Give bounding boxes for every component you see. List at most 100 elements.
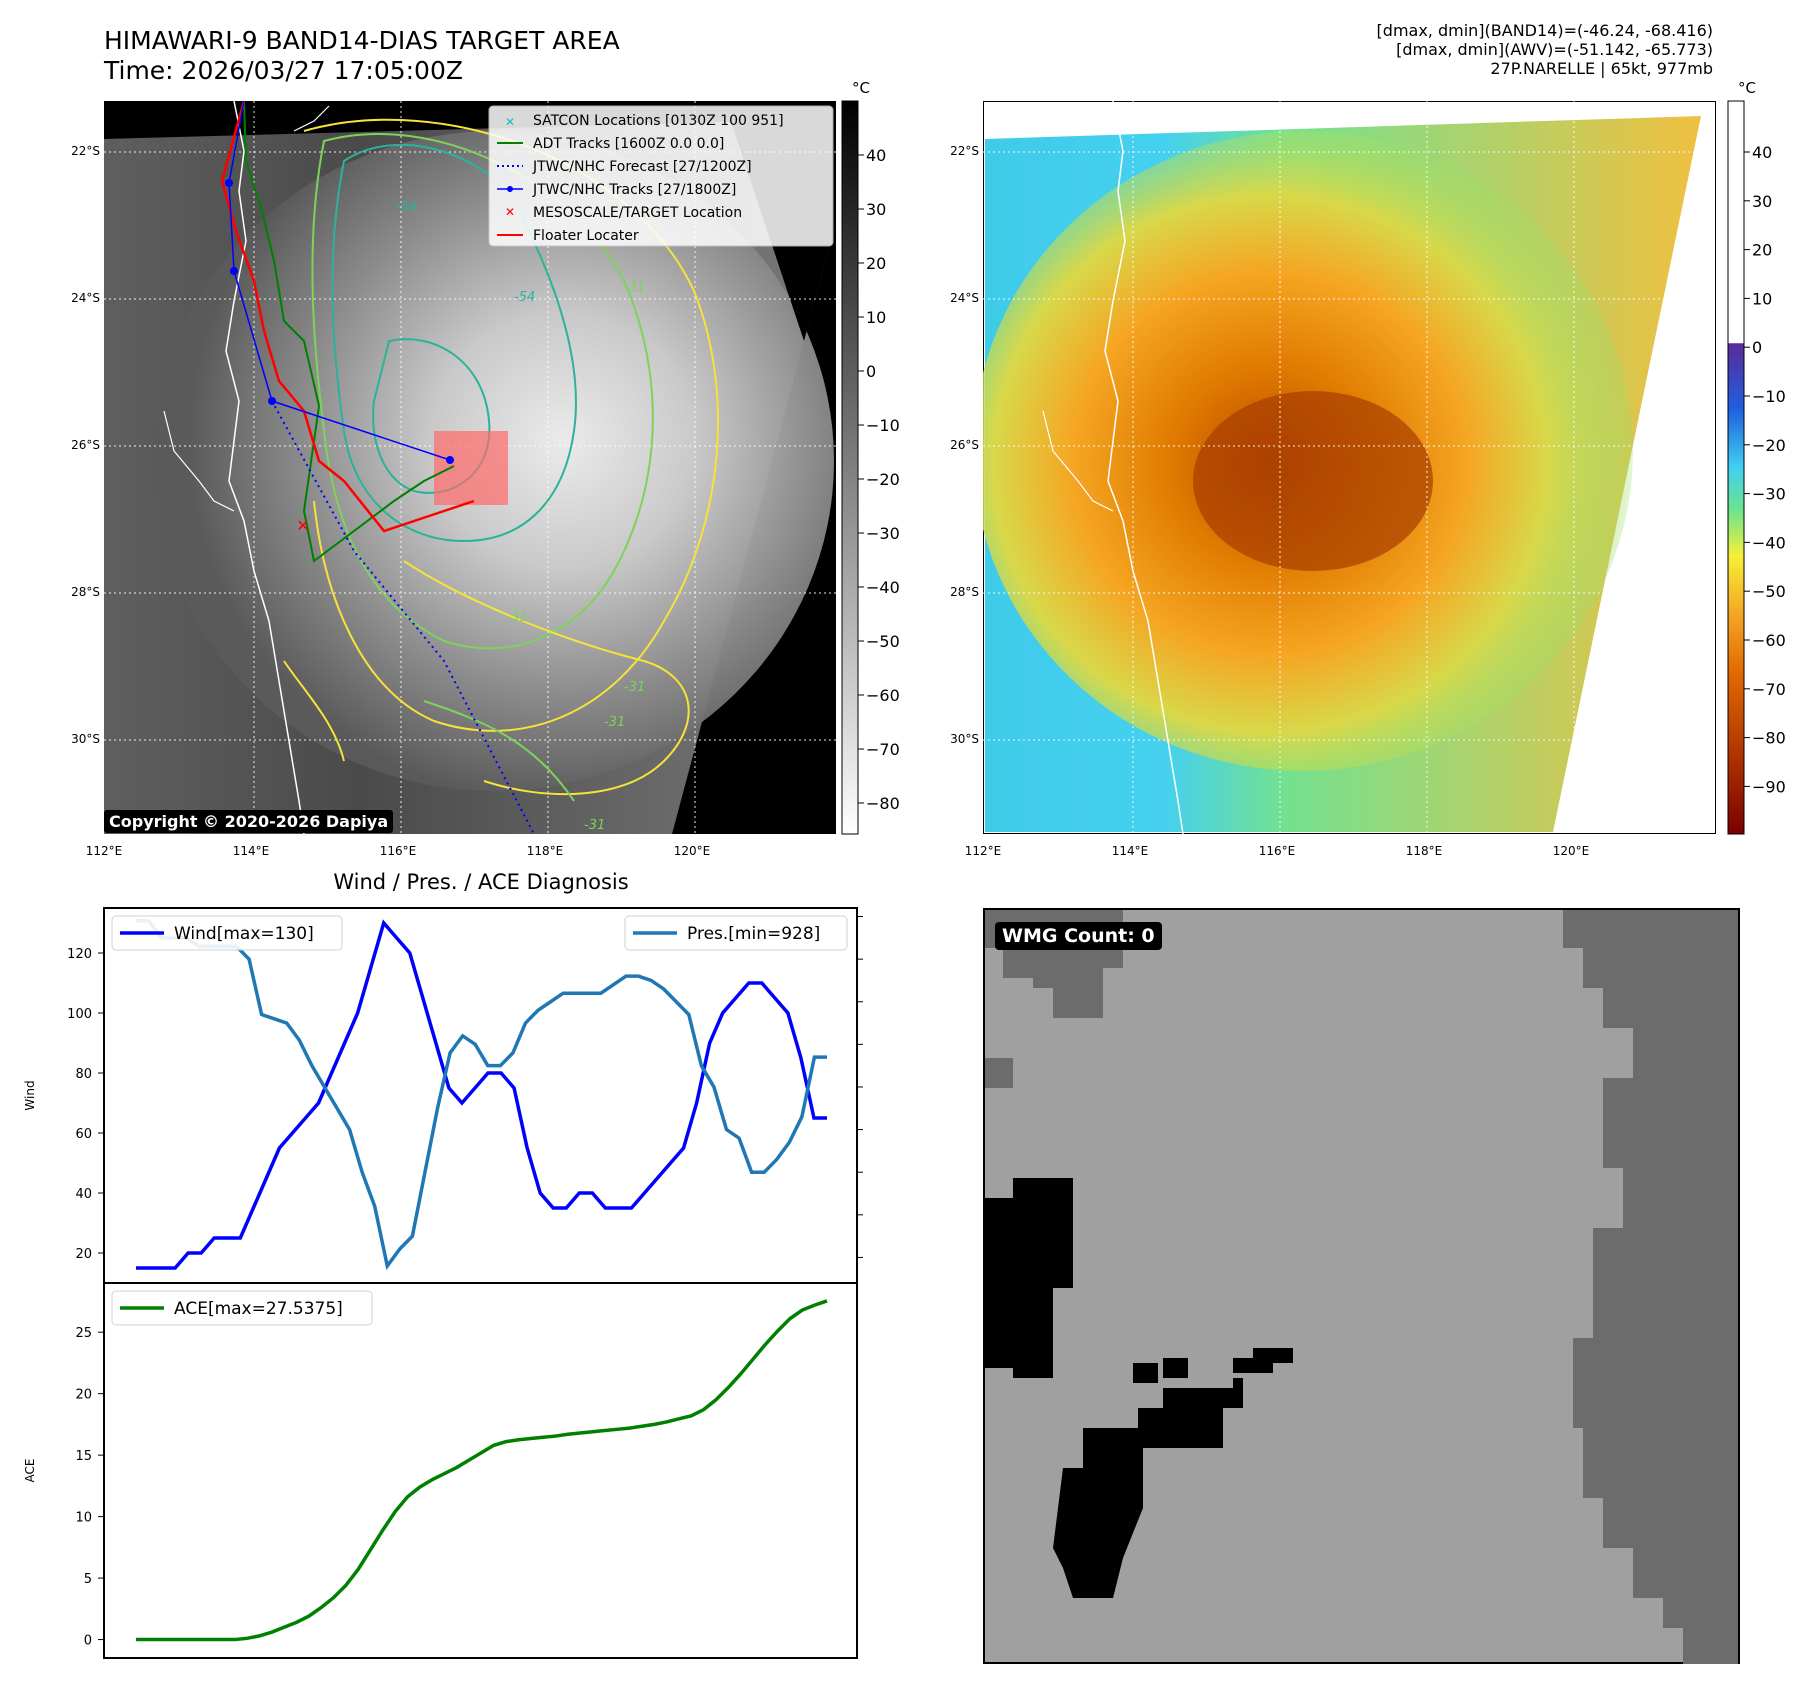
wmg-mask-panel	[983, 908, 1740, 1664]
info-block: [dmax, dmin](BAND14)=(-46.24, -68.416) […	[1013, 21, 1713, 78]
lat-label: 22°S	[950, 144, 979, 158]
legend-jtwc-tracks: JTWC/NHC Tracks [27/1800Z]	[532, 182, 736, 198]
awv-colorbar-tick: 20	[1752, 241, 1772, 260]
awv-colorbar-tick: −40	[1752, 533, 1786, 552]
y-tick-label: 100	[67, 1007, 92, 1022]
ir-colorbar-tick: 10	[866, 308, 886, 327]
coastline	[225, 101, 305, 834]
ir-colorbar-tick: 0	[866, 362, 876, 381]
contour-label: -31	[604, 715, 625, 730]
legend-target-location: MESOSCALE/TARGET Location	[533, 205, 742, 221]
svg-text:✕: ✕	[505, 115, 515, 129]
page-title: HIMAWARI-9 BAND14-DIAS TARGET AREA	[104, 26, 620, 55]
y-tick-label: 80	[75, 1067, 92, 1082]
awv-colorbar-tick: 40	[1752, 143, 1772, 162]
lat-label: 24°S	[71, 291, 100, 305]
awv-colorbar-tick: −90	[1752, 777, 1786, 796]
lat-label: 26°S	[950, 438, 979, 452]
target-location-marker: ✕	[296, 516, 309, 535]
lon-label: 116°E	[1258, 844, 1296, 858]
y-tick-label: 5	[84, 1572, 92, 1587]
y-axis-label: ACE	[23, 1459, 37, 1483]
awv-colorbar-tick: −80	[1752, 729, 1786, 748]
y-tick-label: 0	[84, 1634, 92, 1649]
ir-colorbar-tick: −10	[866, 416, 900, 435]
legend-wind: Wind[max=130]	[174, 924, 314, 944]
y-tick-label: 20	[75, 1247, 92, 1262]
ir-colorbar-tick: −50	[866, 632, 900, 651]
contour-label: -54	[396, 200, 417, 215]
y-tick-label: 120	[67, 947, 92, 962]
ir-colorbar-tick: −20	[866, 470, 900, 489]
legend-adt: ADT Tracks [1600Z 0.0 0.0]	[533, 136, 724, 152]
y-tick-label: 10	[75, 1511, 92, 1526]
diagnosis-chart: Wind / Pres. / ACE Diagnosis 20406080100…	[23, 870, 863, 1659]
ace-series-line	[136, 1299, 828, 1642]
copyright-badge: Copyright © 2020-2026 Dapiya	[104, 810, 394, 833]
chart-title: Wind / Pres. / ACE Diagnosis	[333, 870, 628, 894]
legend-jtwc-forecast: JTWC/NHC Forecast [27/1200Z]	[532, 159, 752, 175]
contour-label: -31	[506, 610, 527, 625]
ir-colorbar-tick: 40	[866, 146, 886, 165]
lat-label: 26°S	[71, 438, 100, 452]
y-tick-label: 25	[75, 1326, 92, 1341]
wind-series-line	[136, 919, 827, 1270]
lat-label: 22°S	[71, 144, 100, 158]
ir-colorbar-tick: 30	[866, 200, 886, 219]
plot-frame	[103, 907, 858, 1284]
awv-colorbar-tick: −70	[1752, 680, 1786, 699]
floater-locater-track	[220, 101, 475, 533]
ir-colorbar-tick: −70	[866, 740, 900, 759]
ir-colorbar: °C 40 30 20 10 0 −10 −20 −30 −40 −50 −60 −70 −80	[841, 79, 900, 835]
info-awv-range: [dmax, dmin](AWV)=(-51.142, -65.773)	[1396, 40, 1713, 59]
y-tick-label: 15	[75, 1449, 92, 1464]
legend-ace: ACE[max=27.5375]	[174, 1299, 343, 1319]
legend-floater: Floater Locater	[533, 228, 639, 244]
awv-colorbar-unit: °C	[1738, 79, 1756, 97]
ir-colorbar-tick: −30	[866, 524, 900, 543]
coastline	[1104, 101, 1184, 834]
lon-label: 116°E	[379, 844, 417, 858]
legend-satcon: SATCON Locations [0130Z 100 951]	[533, 113, 784, 129]
ir-legend: ✕ ✕ SATCON Locations [0130Z 100 951] ADT…	[488, 105, 834, 247]
svg-text:✕: ✕	[505, 205, 515, 219]
lon-label: 114°E	[232, 844, 270, 858]
awv-colorbar-tick: −20	[1752, 436, 1786, 455]
awv-colorbar-tick: 10	[1752, 289, 1772, 308]
lat-label: 30°S	[71, 732, 100, 746]
ir-colorbar-tick: −60	[866, 686, 900, 705]
contour-label: -31	[584, 818, 605, 833]
contour-label: -54	[514, 290, 535, 305]
lat-label: 30°S	[950, 732, 979, 746]
info-band14-range: [dmax, dmin](BAND14)=(-46.24, -68.416)	[1376, 21, 1713, 40]
ir-colorbar-tick: 20	[866, 254, 886, 273]
contour-label: -31	[624, 680, 645, 695]
pressure-series-line	[136, 919, 827, 1271]
info-storm-summary: 27P.NARELLE | 65kt, 977mb	[1490, 59, 1713, 78]
lon-label: 118°E	[526, 844, 564, 858]
wmg-black-cells	[985, 1178, 1293, 1598]
y-axis-label: Wind	[23, 1080, 37, 1110]
ir-colorbar-tick: −80	[866, 794, 900, 813]
contour-label: -31	[624, 280, 645, 295]
y-tick-label: 20	[75, 1388, 92, 1403]
ir-satellite-map: -54 -54 -31 -31 -31 -31 -31 ✕ ✕ ✕ SATCON…	[104, 101, 836, 834]
y-tick-label: 40	[75, 1187, 92, 1202]
ir-colorbar-tick: −40	[866, 578, 900, 597]
plot-frame	[103, 1282, 858, 1659]
awv-colorbar-tick: −60	[1752, 631, 1786, 650]
lon-label: 118°E	[1405, 844, 1443, 858]
awv-colorbar-tick: 30	[1752, 192, 1772, 211]
color-enhanced-map	[983, 101, 1716, 834]
adt-track	[243, 101, 455, 563]
lon-label: 120°E	[673, 844, 711, 858]
lon-label: 120°E	[1552, 844, 1590, 858]
awv-colorbar-tick: 0	[1752, 338, 1762, 357]
lat-label: 24°S	[950, 291, 979, 305]
y-tick-label: 60	[75, 1127, 92, 1142]
legend-pressure: Pres.[min=928]	[687, 924, 820, 944]
lat-label: 28°S	[71, 585, 100, 599]
lon-label: 114°E	[1111, 844, 1149, 858]
page-subtitle-time: Time: 2026/03/27 17:05:00Z	[104, 56, 463, 85]
lon-label: 112°E	[85, 844, 123, 858]
